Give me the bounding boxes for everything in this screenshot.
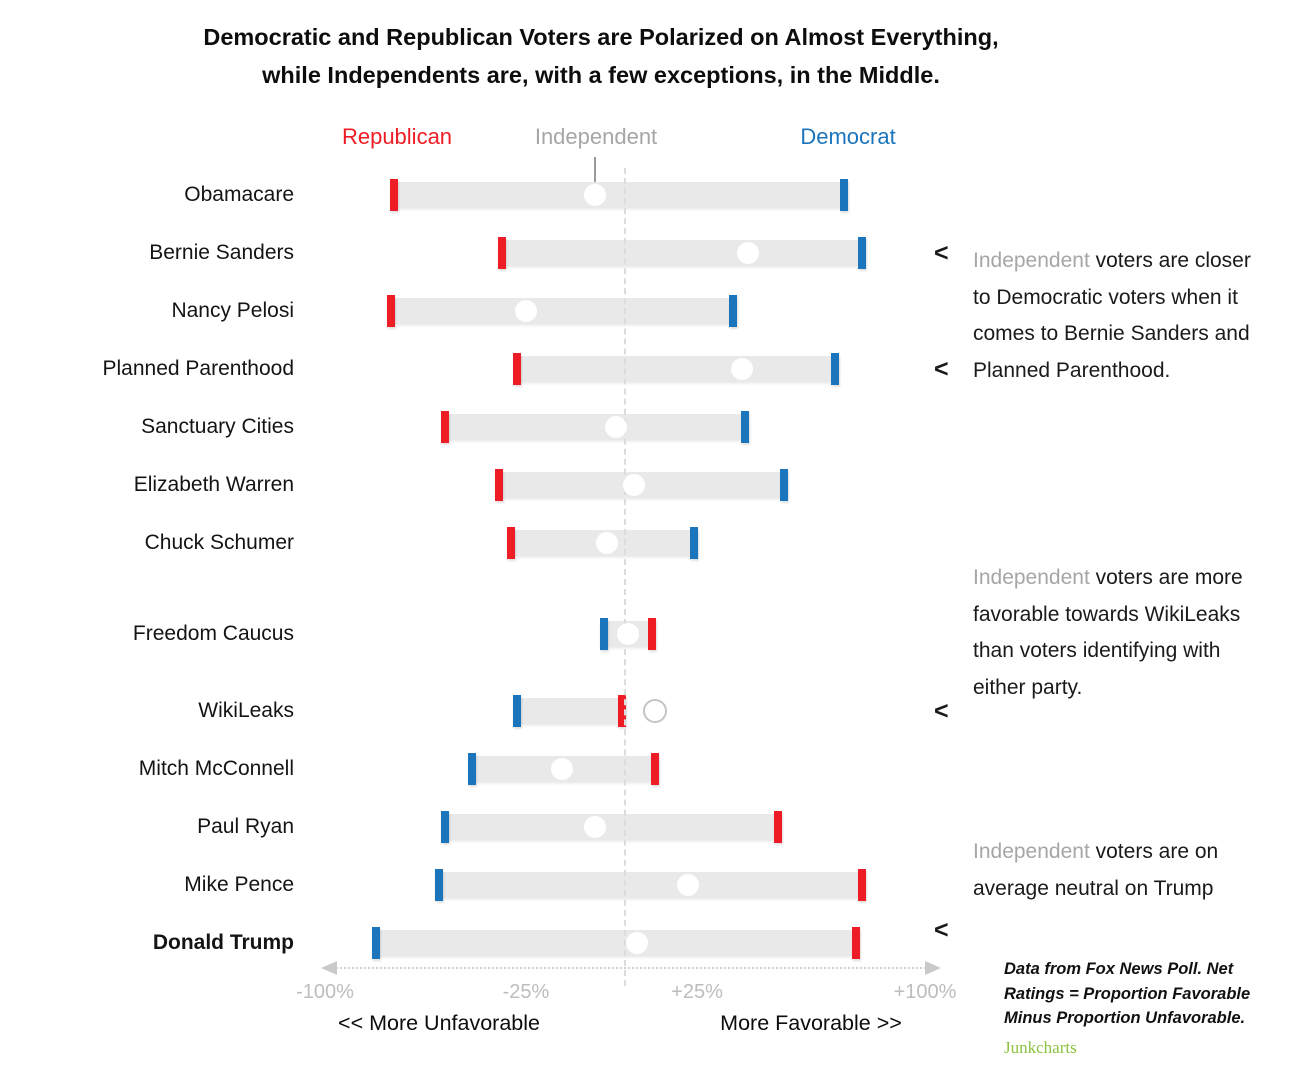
- row-label: Nancy Pelosi: [171, 299, 294, 322]
- democrat-tick: [600, 618, 608, 650]
- republican-tick: [507, 527, 515, 559]
- democrat-tick: [372, 927, 380, 959]
- legend-democrat: Democrat: [800, 124, 896, 149]
- footnote: Data from Fox News Poll. Net Ratings = P…: [1004, 960, 1251, 1027]
- annotation-arrow-icon: <: [934, 355, 949, 383]
- credit-junkcharts: Junkcharts: [1004, 1038, 1077, 1057]
- republican-tick: [651, 753, 659, 785]
- republican-tick: [648, 618, 656, 650]
- independent-dot: [623, 474, 645, 496]
- democrat-tick: [729, 295, 737, 327]
- chart-title: Democratic and Republican Voters are Pol…: [0, 18, 1202, 94]
- annotation-highlight: Independent: [973, 840, 1090, 863]
- range-bar: [441, 414, 749, 440]
- independent-dot: [596, 532, 618, 554]
- range-bar: [372, 930, 860, 956]
- row-label: Obamacare: [184, 183, 294, 206]
- axis-tick-label: -100%: [296, 981, 354, 1003]
- republican-tick: [618, 695, 626, 727]
- range-bar: [513, 698, 626, 724]
- annotation-highlight: Independent: [973, 566, 1090, 589]
- legend-independent: Independent: [534, 124, 658, 149]
- range-bar: [498, 240, 866, 266]
- independent-dot: [584, 184, 606, 206]
- annotation-arrow-icon: <: [934, 239, 949, 267]
- annotation-text: Independent voters are closer to Democra…: [973, 249, 1251, 382]
- axis-tick-label: -25%: [502, 981, 550, 1003]
- row-label: Elizabeth Warren: [133, 473, 294, 496]
- range-bar: [390, 182, 848, 208]
- independent-dot: [626, 932, 648, 954]
- annotation-text: Independent voters are more favorable to…: [973, 566, 1243, 699]
- democrat-tick: [780, 469, 788, 501]
- zero-gridline: [624, 168, 626, 986]
- democrat-tick: [441, 811, 449, 843]
- republican-tick: [852, 927, 860, 959]
- democrat-tick: [840, 179, 848, 211]
- row-label: Bernie Sanders: [149, 241, 294, 264]
- independent-leader-line: [594, 157, 596, 184]
- row-label: Donald Trump: [152, 931, 294, 954]
- chart-title-line1: Democratic and Republican Voters are Pol…: [203, 24, 999, 50]
- independent-dot: [605, 416, 627, 438]
- annotation-arrow-icon: <: [934, 916, 949, 944]
- axis-tick-label: +100%: [893, 981, 957, 1003]
- row-label: Sanctuary Cities: [141, 415, 294, 438]
- independent-dot: [584, 816, 606, 838]
- independent-dot: [737, 242, 759, 264]
- row-label: Planned Parenthood: [102, 357, 295, 380]
- independent-dot: [515, 300, 537, 322]
- independent-dot: [677, 874, 699, 896]
- range-bar: [513, 356, 839, 382]
- chart-title-line2: while Independents are, with a few excep…: [262, 62, 940, 88]
- range-bar: [435, 872, 866, 898]
- axis-arrow-left-icon: [321, 961, 337, 975]
- row-label: WikiLeaks: [198, 699, 294, 722]
- republican-tick: [498, 237, 506, 269]
- democrat-tick: [741, 411, 749, 443]
- democrat-tick: [513, 695, 521, 727]
- republican-tick: [513, 353, 521, 385]
- row-label: Mitch McConnell: [138, 757, 294, 780]
- row-label: Chuck Schumer: [144, 531, 294, 554]
- republican-tick: [387, 295, 395, 327]
- row-label: Paul Ryan: [197, 815, 294, 838]
- democrat-tick: [690, 527, 698, 559]
- democrat-tick: [858, 237, 866, 269]
- annotation-arrow-icon: <: [934, 697, 949, 725]
- republican-tick: [390, 179, 398, 211]
- range-bar: [441, 814, 782, 840]
- x-axis-line: [336, 967, 926, 969]
- axis-caption-favorable: More Favorable >>: [720, 1011, 902, 1035]
- republican-tick: [774, 811, 782, 843]
- axis-arrow-right-icon: [925, 961, 941, 975]
- independent-dot: [617, 623, 639, 645]
- annotation-highlight: Independent: [973, 249, 1090, 272]
- row-label: Mike Pence: [184, 873, 294, 896]
- axis-tick-label: +25%: [671, 981, 723, 1003]
- row-label: Freedom Caucus: [132, 622, 294, 645]
- democrat-tick: [831, 353, 839, 385]
- independent-dot: [643, 699, 667, 723]
- annotation-text: Independent voters are on average neutra…: [973, 840, 1219, 900]
- republican-tick: [441, 411, 449, 443]
- democrat-tick: [435, 869, 443, 901]
- legend-republican: Republican: [341, 124, 453, 149]
- republican-tick: [495, 469, 503, 501]
- republican-tick: [858, 869, 866, 901]
- independent-dot: [731, 358, 753, 380]
- independent-dot: [551, 758, 573, 780]
- axis-caption-unfavorable: << More Unfavorable: [338, 1011, 540, 1035]
- democrat-tick: [468, 753, 476, 785]
- range-bar: [387, 298, 737, 324]
